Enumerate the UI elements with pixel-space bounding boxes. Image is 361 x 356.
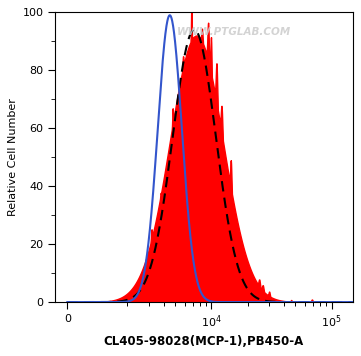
Y-axis label: Relative Cell Number: Relative Cell Number	[8, 98, 18, 216]
X-axis label: CL405-98028(MCP-1),PB450-A: CL405-98028(MCP-1),PB450-A	[104, 335, 304, 348]
Text: WWW.PTGLAB.COM: WWW.PTGLAB.COM	[177, 27, 291, 37]
